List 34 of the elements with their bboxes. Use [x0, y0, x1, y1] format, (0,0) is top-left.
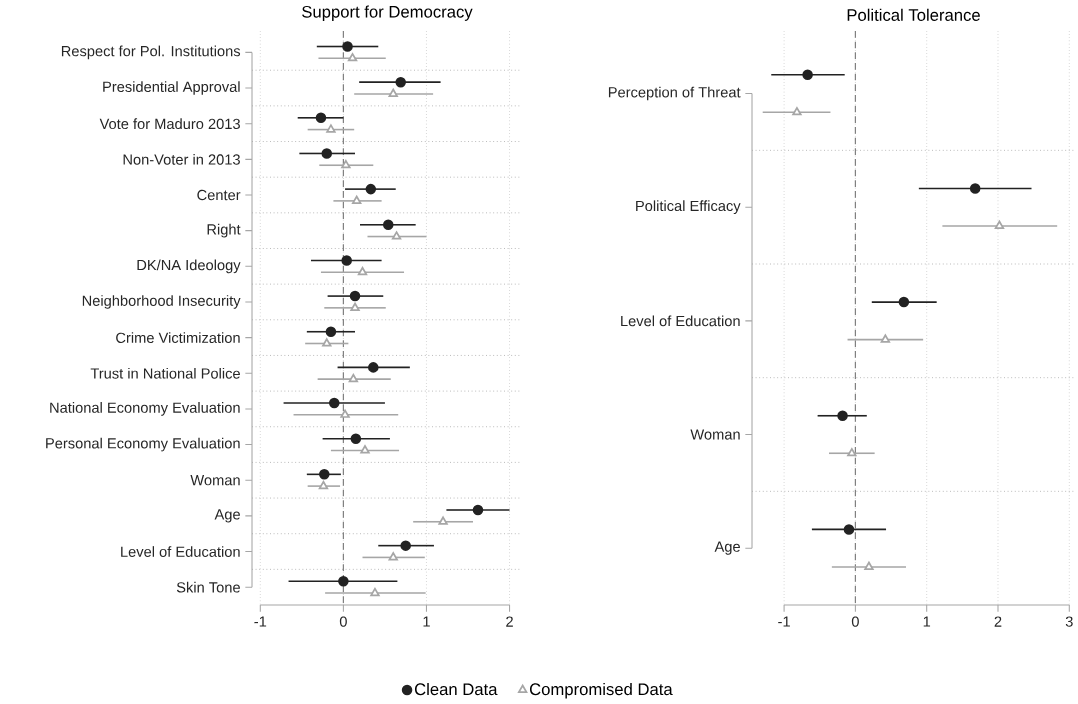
y-tick-label: Woman	[190, 475, 240, 486]
y-tick-label: Level of Education	[621, 315, 740, 327]
y-tick-label: Skin Tone	[176, 581, 240, 593]
y-tick-label: Presidential Approval	[103, 81, 240, 95]
x-tick-label: 0	[851, 616, 859, 627]
x-tick-label: -1	[254, 616, 267, 627]
y-tick-label: Political Efficacy	[636, 200, 741, 215]
y-tick-label: Personal Economy Evaluation	[46, 437, 240, 452]
x-tick-label: 2	[994, 616, 1002, 627]
x-tick-label: 1	[423, 616, 430, 627]
chart-title: Political Tolerance	[847, 8, 980, 21]
y-tick-label: DK/NA Ideology	[137, 259, 241, 274]
y-tick-label: Woman	[690, 429, 740, 440]
y-tick-label: Right	[207, 223, 241, 238]
y-tick-label: Level of Education	[121, 546, 240, 557]
legend-label: Compromised Data	[529, 682, 673, 699]
y-tick-label: Neighborhood Insecurity	[82, 295, 241, 309]
x-tick-label: 1	[923, 616, 931, 627]
x-tick-label: 0	[339, 616, 347, 627]
y-tick-label: Respect for Pol. Institutions	[61, 45, 241, 60]
x-tick-label: 3	[1065, 616, 1073, 627]
y-tick-label: Perception of Threat	[608, 86, 741, 101]
chart-title: Support for Democracy	[302, 5, 473, 21]
y-tick-label: Age	[214, 509, 240, 523]
y-tick-label: Vote for Maduro 2013	[99, 118, 240, 130]
y-tick-label: National Economy Evaluation	[50, 402, 240, 416]
legend-label: Clean Data	[414, 682, 498, 696]
x-tick-label: -1	[778, 616, 790, 627]
y-tick-label: Crime Victimization	[116, 332, 240, 343]
y-tick-label: Non-Voter in 2013	[123, 153, 240, 165]
y-tick-label: Age	[714, 541, 740, 555]
x-tick-label: 2	[506, 616, 513, 627]
y-tick-label: Trust in National Police	[90, 367, 240, 379]
y-tick-label: Center	[197, 189, 241, 201]
